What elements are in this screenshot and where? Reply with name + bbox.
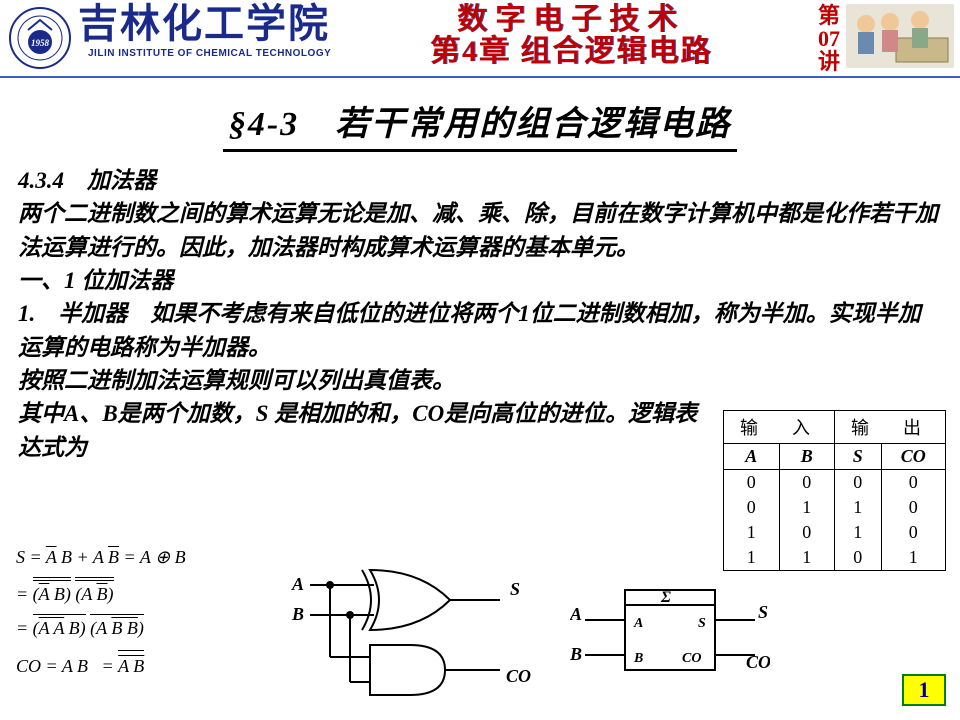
svg-text:B: B xyxy=(291,604,304,624)
svg-text:A: A xyxy=(570,604,582,624)
svg-text:A: A xyxy=(291,574,304,594)
half-adder-gate-diagram: A B S CO xyxy=(280,560,550,710)
page-number: 1 xyxy=(902,674,946,706)
table-row: 1010 xyxy=(724,520,946,545)
svg-text:CO: CO xyxy=(682,651,701,666)
lecture-number: 第 07 讲 xyxy=(818,4,840,73)
school-emblem-icon: 1958 xyxy=(8,6,72,70)
table-row: 1101 xyxy=(724,545,946,571)
course-title: 数字电子技术 第4章 组合逻辑电路 xyxy=(430,4,713,67)
svg-text:S: S xyxy=(510,579,520,599)
col-A: A xyxy=(724,444,780,470)
svg-text:CO: CO xyxy=(506,666,531,686)
paragraph: 1. 半加器 如果不考虑有来自低位的进位将两个1位二进制数相加，称为半加。实现半… xyxy=(18,297,942,364)
section-title-row: §4-3 若干常用的组合逻辑电路 xyxy=(0,96,960,152)
truth-table-body: 0000 0110 1010 1101 xyxy=(724,470,946,571)
svg-text:S: S xyxy=(698,616,706,631)
col-CO: CO xyxy=(881,444,945,470)
svg-text:B: B xyxy=(633,651,643,666)
table-header-output: 输 出 xyxy=(835,411,946,444)
half-adder-block-diagram: Σ A B S CO A B S CO xyxy=(570,580,770,690)
paragraph: 两个二进制数之间的算术运算无论是加、减、乘、除，目前在数字计算机中都是化作若干加… xyxy=(18,197,942,264)
paragraph: 按照二进制加法运算规则可以列出真值表。 xyxy=(18,364,942,397)
svg-text:CO: CO xyxy=(746,652,770,672)
svg-text:A: A xyxy=(633,616,643,631)
svg-text:Σ: Σ xyxy=(660,589,671,606)
school-english: JILIN INSTITUTE OF CHEMICAL TECHNOLOGY xyxy=(88,48,331,59)
section-title: §4-3 若干常用的组合逻辑电路 xyxy=(223,96,737,152)
school-name: 吉林化工学院 xyxy=(78,4,330,44)
table-row: 0110 xyxy=(724,495,946,520)
subsection-heading: 4.3.4 加法器 xyxy=(18,164,942,197)
slide-header: 1958 吉林化工学院 JILIN INSTITUTE OF CHEMICAL … xyxy=(0,0,960,78)
table-header-input: 输 入 xyxy=(724,411,835,444)
paragraph: 其中A、B是两个加数，S 是相加的和，CO是向高位的进位。逻辑表达式为 xyxy=(18,397,718,464)
col-B: B xyxy=(779,444,835,470)
svg-text:1958: 1958 xyxy=(31,38,50,48)
decorative-illustration xyxy=(846,4,954,68)
truth-table: 输 入 输 出 A B S CO 0000 0110 1010 1101 xyxy=(723,410,946,571)
svg-text:S: S xyxy=(758,602,768,622)
table-row: 0000 xyxy=(724,470,946,496)
svg-text:B: B xyxy=(570,644,582,664)
col-S: S xyxy=(835,444,882,470)
subsection-heading: 一、1 位加法器 xyxy=(18,264,942,297)
logic-formulas: S = A B + A B = A ⊕ B = (A B) (A B) = (A… xyxy=(16,544,186,680)
